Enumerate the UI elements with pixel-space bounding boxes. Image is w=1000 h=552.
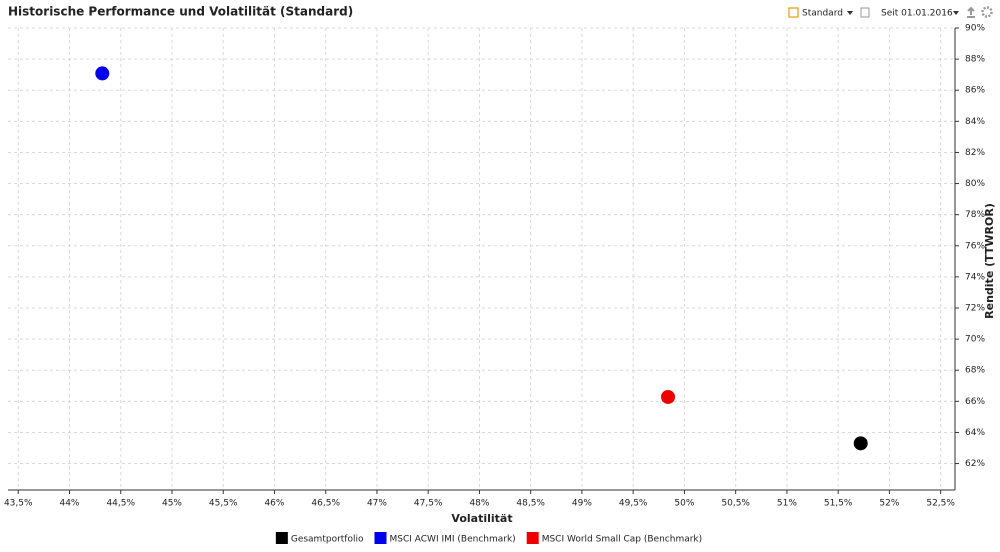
view-select[interactable]: Standard xyxy=(802,9,843,19)
x-tick-label: 51% xyxy=(777,499,797,509)
x-tick-label: 43,5% xyxy=(4,499,33,509)
chart-title: Historische Performance und Volatilität … xyxy=(8,5,353,19)
legend-swatch xyxy=(275,532,288,544)
y-tick-label: 82% xyxy=(965,148,985,158)
settings-icon[interactable] xyxy=(981,6,993,18)
x-tick-label: 44,5% xyxy=(106,499,135,509)
y-tick-label: 88% xyxy=(965,55,985,65)
dropdown-arrow[interactable] xyxy=(847,11,853,15)
data-point xyxy=(661,389,676,404)
x-tick-label: 47,5% xyxy=(414,499,443,509)
x-tick-label: 45% xyxy=(162,499,182,509)
data-point xyxy=(95,66,110,81)
legend-label: MSCI World Small Cap (Benchmark) xyxy=(542,535,702,545)
y-tick-label: 66% xyxy=(965,397,985,407)
legend-label: MSCI ACWI IMI (Benchmark) xyxy=(390,535,516,545)
dropdown-arrow[interactable] xyxy=(953,11,959,15)
y-tick-label: 62% xyxy=(965,459,985,469)
x-tick-label: 52% xyxy=(879,499,899,509)
x-tick-label: 46,5% xyxy=(311,499,340,509)
y-tick-label: 64% xyxy=(965,428,985,438)
period-select[interactable]: Seit 01.01.2016 xyxy=(881,9,953,19)
x-tick-label: 50% xyxy=(674,499,694,509)
x-tick-label: 47% xyxy=(367,499,387,509)
y-tick-label: 74% xyxy=(965,272,985,282)
x-tick-label: 44% xyxy=(59,499,79,509)
y-tick-label: 90% xyxy=(965,24,985,34)
x-tick-label: 45,5% xyxy=(209,499,238,509)
data-point xyxy=(853,436,868,451)
y-axis-label: Rendite (TTWROR) xyxy=(983,203,996,319)
y-tick-label: 84% xyxy=(965,117,985,127)
y-tick-label: 86% xyxy=(965,86,985,96)
x-tick-label: 50,5% xyxy=(721,499,750,509)
y-tick-label: 78% xyxy=(965,210,985,220)
y-tick-label: 80% xyxy=(965,179,985,189)
x-tick-label: 51,5% xyxy=(824,499,853,509)
x-tick-label: 48,5% xyxy=(516,499,545,509)
x-axis-label: Volatilität xyxy=(451,512,512,525)
export-icon[interactable] xyxy=(967,6,975,18)
y-tick-label: 68% xyxy=(965,366,985,376)
legend-swatch xyxy=(526,532,539,544)
x-tick-label: 49,5% xyxy=(619,499,648,509)
legend-label: Gesamtportfolio xyxy=(291,535,364,545)
x-tick-label: 49% xyxy=(572,499,592,509)
y-tick-label: 76% xyxy=(965,241,985,251)
calendar-icon[interactable] xyxy=(788,7,799,18)
x-tick-label: 52,5% xyxy=(926,499,955,509)
x-tick-label: 46% xyxy=(264,499,284,509)
x-tick-label: 48% xyxy=(469,499,489,509)
y-tick-label: 70% xyxy=(965,335,985,345)
legend-swatch xyxy=(374,532,387,544)
y-tick-label: 72% xyxy=(965,304,985,314)
period-icon[interactable] xyxy=(860,7,870,18)
